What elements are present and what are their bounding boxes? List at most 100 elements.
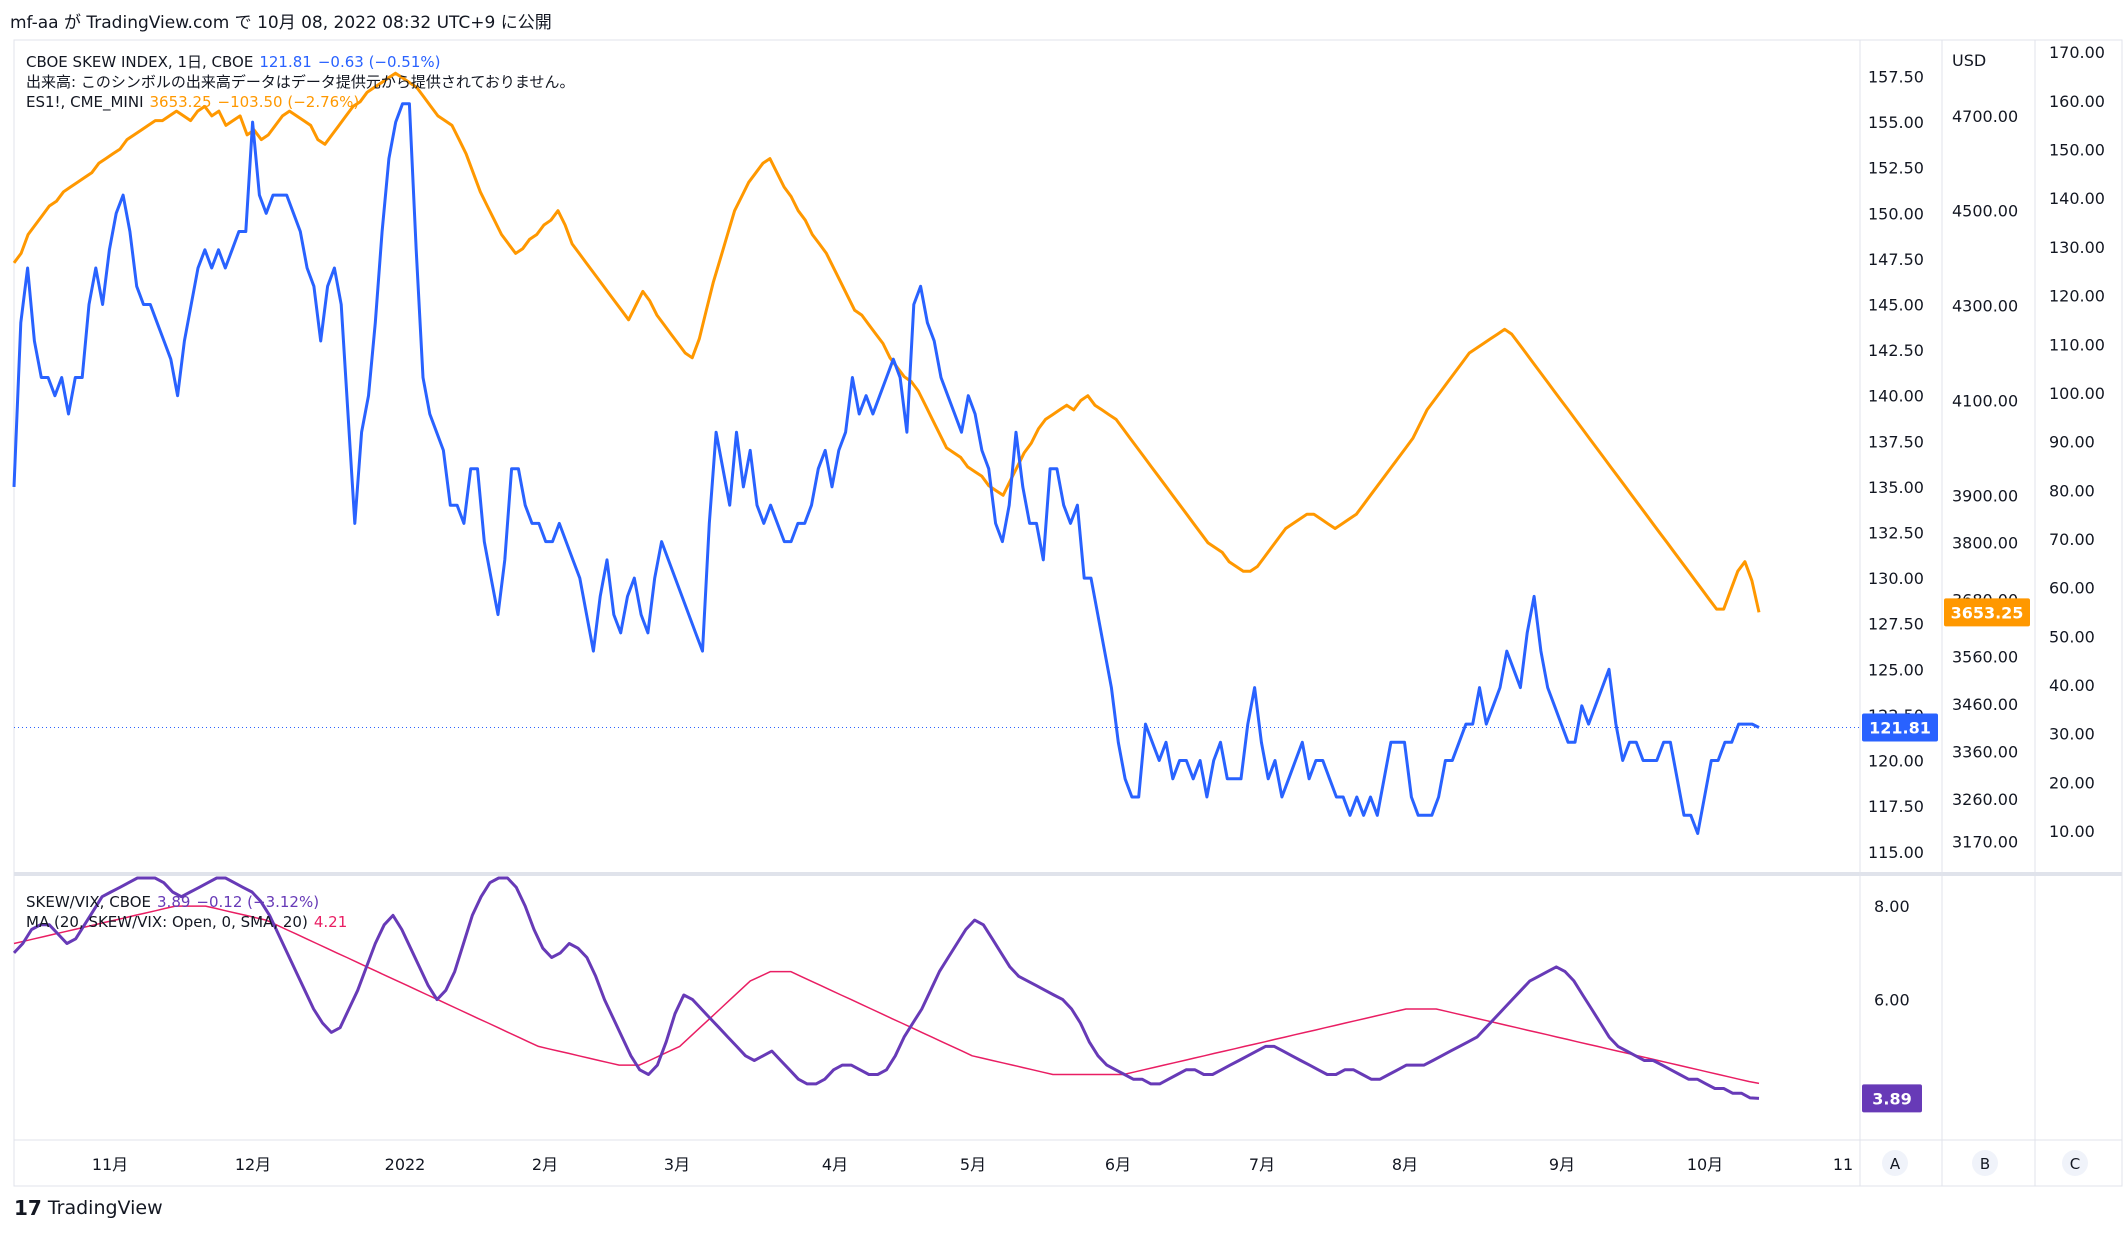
scale-mode-button-bg xyxy=(1882,1150,1908,1176)
tradingview-logo-text: TradingView xyxy=(47,1197,163,1219)
x-axis-tick: 6月 xyxy=(1105,1155,1131,1174)
ratio-axis-tick: 6.00 xyxy=(1874,991,1910,1010)
publish-header: mf-aa が TradingView.com で 10月 08, 2022 0… xyxy=(10,8,552,33)
skew-axis-tick: 142.50 xyxy=(1868,341,1924,360)
c-axis-tick: 50.00 xyxy=(2049,627,2095,646)
scale-mode-button-c[interactable]: C xyxy=(2062,1150,2088,1176)
scale-mode-button-a[interactable]: A xyxy=(1882,1150,1908,1176)
x-axis-tick: 12月 xyxy=(235,1155,271,1174)
scale-mode-button-label: A xyxy=(1890,1155,1901,1173)
c-axis-tick: 70.00 xyxy=(2049,530,2095,549)
c-axis-tick: 90.00 xyxy=(2049,433,2095,452)
c-axis-tick: 60.00 xyxy=(2049,579,2095,598)
x-axis-tick: 9月 xyxy=(1549,1155,1575,1174)
es-axis-tick: 3900.00 xyxy=(1952,486,2018,505)
scale-mode-button-bg xyxy=(1972,1150,1998,1176)
c-axis-tick: 150.00 xyxy=(2049,141,2105,160)
c-axis-tick: 120.00 xyxy=(2049,287,2105,306)
es-axis-tick: 3170.00 xyxy=(1952,833,2018,852)
x-axis-tick: 5月 xyxy=(960,1155,986,1174)
skew-axis-tick: 157.50 xyxy=(1868,67,1924,86)
skew-last-tag[interactable]: 121.81 xyxy=(1862,713,1938,742)
c-axis-tick: 170.00 xyxy=(2049,43,2105,62)
skew-axis-tick: 140.00 xyxy=(1868,387,1924,406)
skew-last-tag-text: 121.81 xyxy=(1869,719,1931,738)
es-axis-tick: 3260.00 xyxy=(1952,790,2018,809)
skew-axis-tick: 132.50 xyxy=(1868,524,1924,543)
skew-axis-tick: 115.00 xyxy=(1868,843,1924,862)
es-axis-tick: 4100.00 xyxy=(1952,391,2018,410)
es-last-tag-bg xyxy=(1944,598,2030,627)
ratio-last-tag[interactable]: 3.89 xyxy=(1862,1084,1922,1113)
skew-axis-tick: 137.50 xyxy=(1868,432,1924,451)
x-axis-tick: 11月 xyxy=(92,1155,128,1174)
es-legend-value: 3653.25 xyxy=(149,93,212,111)
skew-axis-tick: 147.50 xyxy=(1868,250,1924,269)
ma-legend-label: MA (20, SKEW/VIX: Open, 0, SMA, 20) xyxy=(26,913,308,931)
es-axis-tick: 4700.00 xyxy=(1952,107,2018,126)
es-axis-tick: 3560.00 xyxy=(1952,648,2018,667)
x-axis-tick: 2022 xyxy=(385,1155,426,1174)
lower-legend: SKEW/VIX, CBOE 3.89 −0.12 (−3.12%) MA (20,… xyxy=(26,892,353,932)
es-series-line xyxy=(12,71,1761,613)
skew-axis-tick: 130.00 xyxy=(1868,569,1924,588)
publish-line: mf-aa が TradingView.com で 10月 08, 2022 0… xyxy=(10,13,552,33)
skew-axis-tick: 117.50 xyxy=(1868,797,1924,816)
skew-axis-tick: 127.50 xyxy=(1868,615,1924,634)
skew-axis-tick: 120.00 xyxy=(1868,752,1924,771)
skew-axis-tick: 155.00 xyxy=(1868,113,1924,132)
ratio-legend-value: 3.89 xyxy=(157,893,191,911)
es-legend-row[interactable]: ES1!, CME_MINI 3653.25 −103.50 (−2.76%) xyxy=(26,92,580,112)
ratio-last-tag-bg xyxy=(1862,1084,1922,1113)
ratio-axis-tick: 8.00 xyxy=(1874,897,1910,916)
es-axis-tick: 3360.00 xyxy=(1952,742,2018,761)
skew-legend-change: −0.63 (−0.51%) xyxy=(317,53,441,71)
c-axis-tick: 40.00 xyxy=(2049,676,2095,695)
skew-axis-tick: 145.00 xyxy=(1868,296,1924,315)
chart-frame xyxy=(13,39,2123,1187)
x-axis-tick: 3月 xyxy=(664,1155,690,1174)
scale-mode-button-b[interactable]: B xyxy=(1972,1150,1998,1176)
es-last-tag-text: 3653.25 xyxy=(1951,603,2024,622)
es-axis-tick: 3800.00 xyxy=(1952,534,2018,553)
ma-legend-value: 4.21 xyxy=(313,913,348,931)
ratio-last-tag-text: 3.89 xyxy=(1872,1089,1911,1108)
x-axis-tick: 4月 xyxy=(822,1155,848,1174)
usd-axis-label: USD xyxy=(1952,51,1986,70)
skew-legend-label: CBOE SKEW INDEX, 1日, CBOE xyxy=(26,53,254,71)
volume-note-text: 出来高: このシンボルの出来高データはデータ提供元から提供されておりません。 xyxy=(26,73,575,91)
x-axis-tick: 2月 xyxy=(532,1155,558,1174)
ratio-legend-change: −0.12 (−3.12%) xyxy=(196,893,320,911)
skew-legend-value: 121.81 xyxy=(259,53,312,71)
es-axis-tick: 4300.00 xyxy=(1952,297,2018,316)
skew-last-tag-bg xyxy=(1862,713,1938,742)
c-axis-tick: 110.00 xyxy=(2049,335,2105,354)
es-last-tag[interactable]: 3653.25 xyxy=(1944,598,2030,627)
main-legend: CBOE SKEW INDEX, 1日, CBOE 121.81 −0.63 (−0… xyxy=(26,52,580,112)
scale-mode-button-label: B xyxy=(1980,1155,1990,1173)
skew-axis-tick: 135.00 xyxy=(1868,478,1924,497)
volume-note: 出来高: このシンボルの出来高データはデータ提供元から提供されておりません。 xyxy=(26,72,580,92)
tradingview-logo-icon: 𝟭𝟳 xyxy=(14,1196,42,1220)
skew-axis-tick: 150.00 xyxy=(1868,204,1924,223)
es-legend-change: −103.50 (−2.76%) xyxy=(217,93,360,111)
x-axis-tick: 10月 xyxy=(1687,1155,1723,1174)
c-axis-tick: 140.00 xyxy=(2049,189,2105,208)
scale-mode-button-label: C xyxy=(2070,1155,2080,1173)
skew-series-line xyxy=(12,102,1760,835)
skew-legend-row[interactable]: CBOE SKEW INDEX, 1日, CBOE 121.81 −0.63 (−0… xyxy=(26,52,580,72)
c-axis-tick: 80.00 xyxy=(2049,481,2095,500)
es-axis-tick: 4500.00 xyxy=(1952,202,2018,221)
scale-mode-button-bg xyxy=(2062,1150,2088,1176)
x-axis-tick: 11 xyxy=(1833,1155,1853,1174)
tradingview-logo[interactable]: 𝟭𝟳 TradingView xyxy=(14,1196,163,1220)
c-axis-tick: 100.00 xyxy=(2049,384,2105,403)
ma-legend-row[interactable]: MA (20, SKEW/VIX: Open, 0, SMA, 20) 4.21 xyxy=(26,912,353,932)
x-axis-tick: 7月 xyxy=(1249,1155,1275,1174)
skew-axis-tick: 125.00 xyxy=(1868,660,1924,679)
ratio-series-line xyxy=(12,876,1760,1100)
ma-series-line xyxy=(13,905,1760,1085)
c-axis-tick: 10.00 xyxy=(2049,822,2095,841)
ratio-legend-row[interactable]: SKEW/VIX, CBOE 3.89 −0.12 (−3.12%) xyxy=(26,892,353,912)
